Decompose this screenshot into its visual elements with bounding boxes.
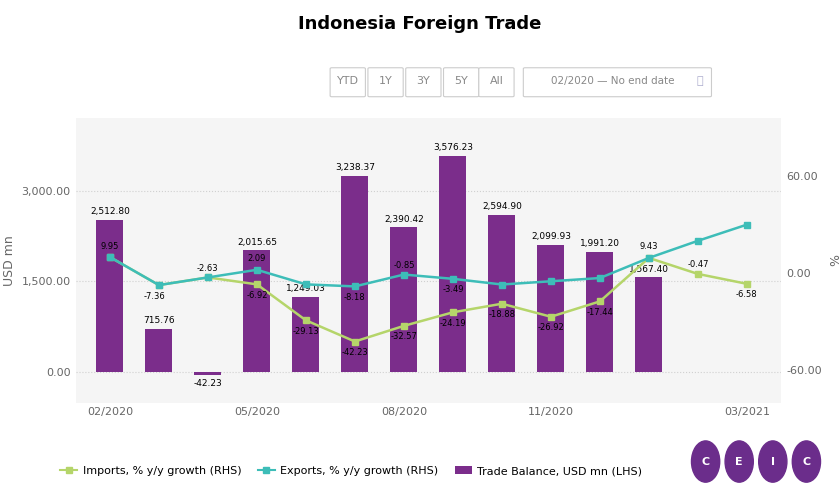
Text: 3,576.23: 3,576.23 — [433, 143, 473, 152]
Text: 02/2020 — No end date: 02/2020 — No end date — [551, 76, 675, 86]
Text: -2.63: -2.63 — [197, 264, 218, 273]
Text: 3,238.37: 3,238.37 — [335, 164, 375, 172]
Text: 2,015.65: 2,015.65 — [237, 238, 277, 246]
Text: YTD: YTD — [337, 76, 359, 86]
Circle shape — [691, 441, 720, 482]
Text: Indonesia Foreign Trade: Indonesia Foreign Trade — [298, 15, 542, 33]
Text: -0.85: -0.85 — [393, 261, 415, 270]
Text: 2.09: 2.09 — [248, 254, 266, 263]
Text: 2,099.93: 2,099.93 — [531, 232, 571, 242]
Text: -42.23: -42.23 — [193, 379, 223, 387]
Bar — [97, 220, 123, 372]
Text: -8.18: -8.18 — [344, 293, 365, 302]
Bar — [194, 372, 222, 375]
Text: 5Y: 5Y — [454, 76, 468, 86]
Text: 9.43: 9.43 — [639, 243, 659, 251]
Text: -32.57: -32.57 — [391, 332, 417, 341]
Text: -18.88: -18.88 — [488, 310, 516, 319]
Text: 9.95: 9.95 — [101, 242, 119, 250]
Text: 2,594.90: 2,594.90 — [482, 202, 522, 212]
Text: -29.13: -29.13 — [292, 327, 319, 336]
Text: -24.19: -24.19 — [439, 319, 466, 328]
Text: -26.92: -26.92 — [538, 323, 564, 332]
Text: 1Y: 1Y — [379, 76, 392, 86]
Bar — [292, 297, 319, 372]
Bar — [586, 252, 613, 372]
Bar — [439, 156, 466, 372]
Text: C: C — [701, 457, 710, 466]
Text: -0.47: -0.47 — [687, 260, 709, 269]
Text: E: E — [735, 457, 743, 466]
Bar — [244, 250, 270, 372]
Y-axis label: USD mn: USD mn — [3, 235, 16, 286]
Text: All: All — [490, 76, 503, 86]
Text: 1,567.40: 1,567.40 — [629, 265, 669, 273]
Text: I: I — [771, 457, 774, 466]
Bar — [145, 329, 172, 372]
Bar — [341, 176, 369, 372]
Text: 2,512.80: 2,512.80 — [90, 207, 130, 217]
Text: -6.92: -6.92 — [246, 291, 268, 300]
Text: 3Y: 3Y — [417, 76, 430, 86]
Text: -6.58: -6.58 — [736, 290, 758, 300]
Legend: Imports, % y/y growth (RHS), Exports, % y/y growth (RHS), Trade Balance, USD mn : Imports, % y/y growth (RHS), Exports, % … — [56, 462, 647, 481]
Text: 🗓: 🗓 — [696, 76, 703, 86]
Circle shape — [792, 441, 821, 482]
Circle shape — [725, 441, 753, 482]
Text: C: C — [802, 457, 811, 466]
Text: -7.36: -7.36 — [143, 292, 165, 300]
Bar — [635, 277, 663, 372]
Text: 715.76: 715.76 — [143, 316, 175, 326]
Bar — [488, 215, 516, 372]
Text: 2,390.42: 2,390.42 — [384, 215, 423, 224]
Text: 1,991.20: 1,991.20 — [580, 239, 620, 248]
Circle shape — [759, 441, 787, 482]
Text: -42.23: -42.23 — [342, 348, 368, 357]
Bar — [538, 245, 564, 372]
Y-axis label: %: % — [826, 254, 838, 266]
Bar — [391, 227, 417, 372]
Text: -3.49: -3.49 — [442, 285, 464, 294]
Text: 1,249.03: 1,249.03 — [286, 284, 326, 293]
Text: -17.44: -17.44 — [586, 308, 613, 317]
